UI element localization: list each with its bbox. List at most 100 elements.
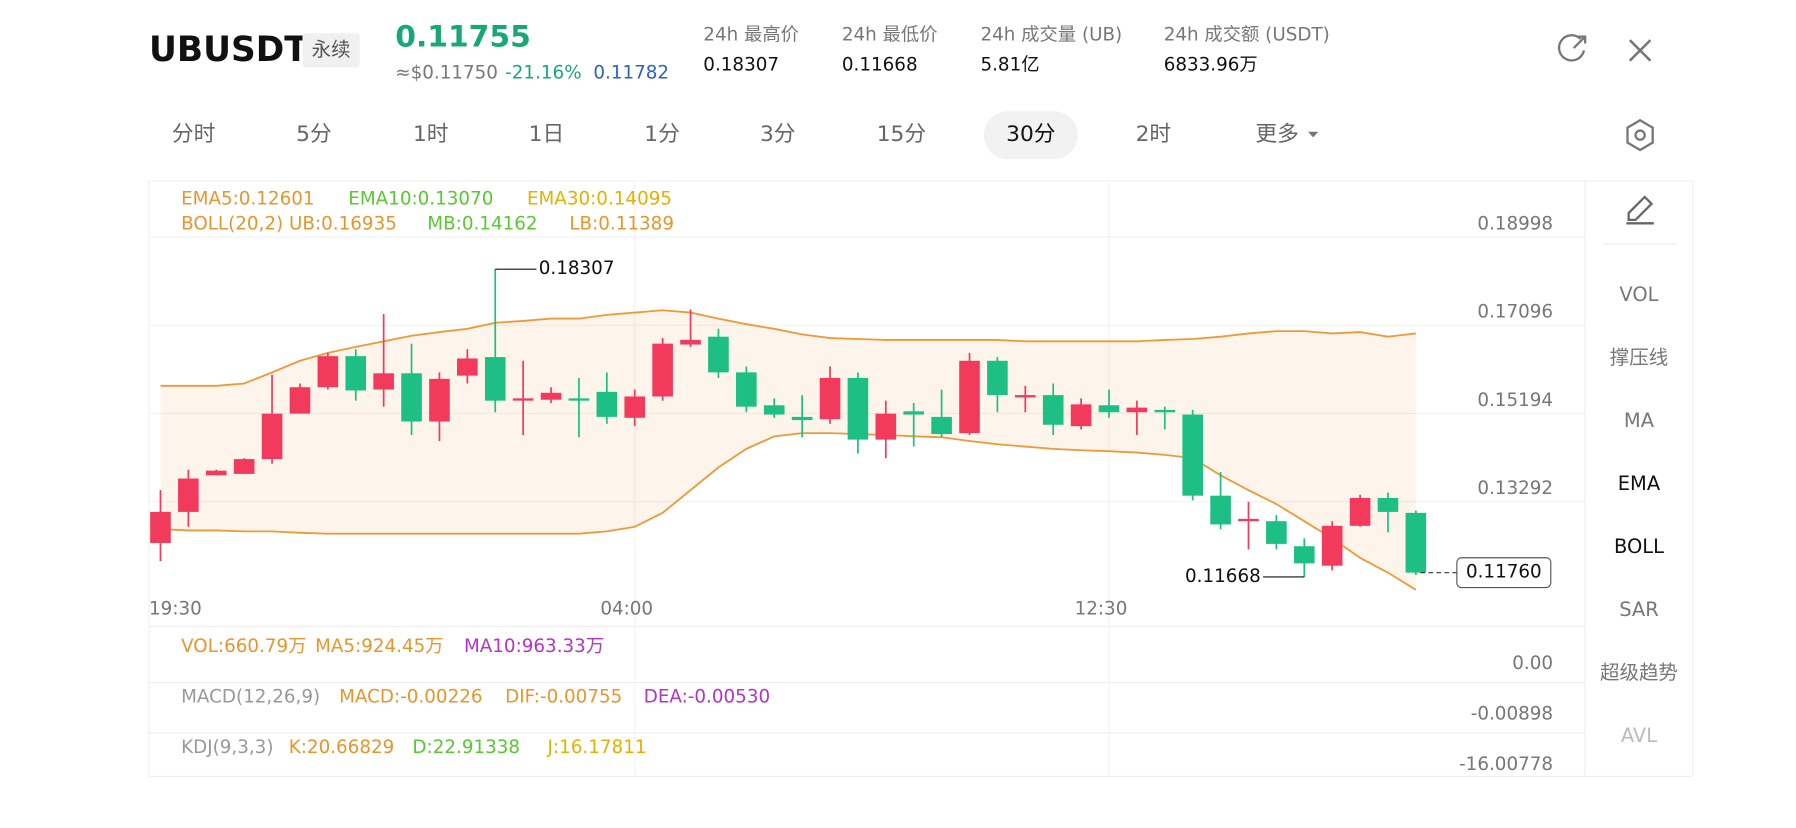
candle-body — [987, 360, 1008, 396]
macd-indicator: DEA:-0.00530 — [644, 686, 770, 707]
usd-price: ≈$0.11750 — [395, 62, 498, 83]
candle-body — [708, 336, 729, 373]
tab[interactable]: 1时 — [413, 122, 449, 147]
candle-body — [429, 378, 450, 422]
candle-body — [959, 360, 980, 434]
candle-body — [1377, 498, 1399, 512]
tab[interactable]: 2时 — [1136, 122, 1172, 147]
candle-body — [1070, 404, 1092, 427]
candle-body — [1182, 414, 1203, 496]
stat-label: 24h 最高价 — [703, 25, 799, 46]
macd-indicator: MACD:-0.00226 — [339, 686, 482, 707]
candle-body — [317, 356, 339, 388]
tab[interactable]: 3分 — [760, 122, 796, 147]
tag-bg — [302, 33, 360, 68]
boll-band — [160, 310, 1416, 590]
candle-body — [1321, 525, 1343, 566]
candle-body — [1126, 407, 1148, 413]
close-icon[interactable] — [1628, 39, 1652, 62]
last-price-box — [1456, 557, 1552, 589]
indicator-option[interactable]: 撑压线 — [1610, 346, 1668, 369]
indicator-option[interactable]: SAR — [1619, 598, 1659, 621]
candle-body — [261, 413, 283, 460]
mark-price: 0.11782 — [593, 62, 669, 83]
stat-label: 24h 成交额 (USDT) — [1164, 25, 1330, 46]
last-price: 0.11755 — [395, 19, 531, 54]
candle-body — [819, 377, 841, 420]
candle-body — [875, 413, 897, 440]
lower-axis-label: -0.00898 — [1471, 704, 1553, 725]
stat-label: 24h 最低价 — [842, 25, 938, 46]
draw-icon[interactable] — [1626, 195, 1654, 225]
tab[interactable]: 1日 — [529, 122, 565, 147]
y-tick-label: 0.17096 — [1477, 302, 1553, 323]
change: -21.16% — [505, 62, 581, 83]
candle-body — [540, 392, 562, 400]
low-label: 0.11668 — [1185, 566, 1261, 587]
tab[interactable]: 30分 — [1006, 122, 1055, 147]
indicator-texts: EMA5:0.12601 EMA10:0.13070 EMA30:0.14095 BO… — [181, 188, 1553, 775]
candle-body — [931, 416, 952, 435]
indicator-option[interactable]: 超级趋势 — [1600, 661, 1678, 684]
tab[interactable]: 分时 — [172, 122, 215, 147]
candle-body — [1210, 495, 1231, 525]
candle-body — [373, 373, 394, 390]
candle-body — [1154, 409, 1176, 413]
indicator-option[interactable]: VOL — [1619, 283, 1658, 306]
candle-body — [345, 356, 367, 391]
candle-body — [205, 470, 227, 476]
dropdown-caret — [1307, 131, 1319, 138]
tab[interactable]: 1分 — [644, 122, 680, 147]
share-icon[interactable] — [1557, 34, 1587, 62]
stat-label: 24h 成交量 (UB) — [980, 25, 1122, 46]
candle-body — [1349, 498, 1371, 526]
candle-body — [233, 459, 255, 474]
y-tick-label: 0.18998 — [1477, 214, 1553, 235]
indicator-option[interactable]: MA — [1624, 409, 1655, 432]
candle-body — [736, 372, 757, 407]
settings-icon[interactable] — [1626, 118, 1654, 152]
tab[interactable]: 更多 — [1255, 122, 1299, 147]
active-tab-bg — [983, 111, 1078, 160]
boll-line — [160, 309, 1416, 387]
x-tick-label: 12:30 — [1075, 598, 1128, 619]
boll-line — [160, 432, 1417, 591]
kdj-indicator: J:16.17811 — [547, 737, 647, 758]
ema-indicator: EMA5:0.12601 — [181, 188, 314, 209]
indicator-option[interactable]: BOLL — [1614, 535, 1664, 558]
boll-indicator: BOLL(20,2) UB:0.16935 — [181, 213, 397, 234]
macd-indicator: DIF:-0.00755 — [505, 686, 622, 707]
timeframe-tabs: 分时 5分 1时 1日 1分 3分 15分 30分 2时 更多 — [172, 111, 1319, 160]
x-tick-label: 04:00 — [600, 598, 653, 619]
kdj-indicator: KDJ(9,3,3) — [181, 737, 273, 758]
vol-indicator: VOL:660.79万 — [181, 636, 306, 657]
indicator-option[interactable]: AVL — [1621, 724, 1657, 747]
stat-value: 0.11668 — [842, 54, 918, 75]
chart-frame — [148, 180, 1694, 778]
stat-value: 5.81亿 — [980, 54, 1039, 75]
candle-body — [624, 396, 646, 418]
candle-body — [401, 373, 422, 422]
macd-indicator: MACD(12,26,9) — [181, 686, 320, 707]
candle-body — [903, 411, 925, 415]
candle-body — [847, 377, 869, 440]
candle-body — [1405, 512, 1427, 573]
candle-body — [763, 405, 785, 415]
candle-body — [568, 398, 590, 401]
kdj-indicator: K:20.66829 — [289, 737, 395, 758]
candle-body — [1293, 546, 1315, 564]
high-label: 0.18307 — [539, 258, 615, 279]
stat-value: 0.18307 — [703, 54, 779, 75]
indicator-option[interactable]: EMA — [1618, 472, 1661, 495]
tab[interactable]: 5分 — [296, 122, 332, 147]
x-tick-label: 19:30 — [149, 598, 202, 619]
price-chart: 0.18998 0.17096 0.15194 0.13292 19:30 04:00 12… — [149, 180, 1586, 777]
candle-body — [1014, 395, 1036, 398]
candle-body — [178, 478, 199, 512]
tab[interactable]: 15分 — [877, 122, 926, 147]
boll-indicator: MB:0.14162 — [427, 213, 537, 234]
candle-body — [596, 391, 618, 417]
indicator-menu: VOL 撑压线 MA EMA BOLL SAR 超级趋势 AVL — [1600, 283, 1678, 747]
lower-axis-label: 0.00 — [1512, 653, 1553, 674]
candle-body — [484, 357, 506, 401]
